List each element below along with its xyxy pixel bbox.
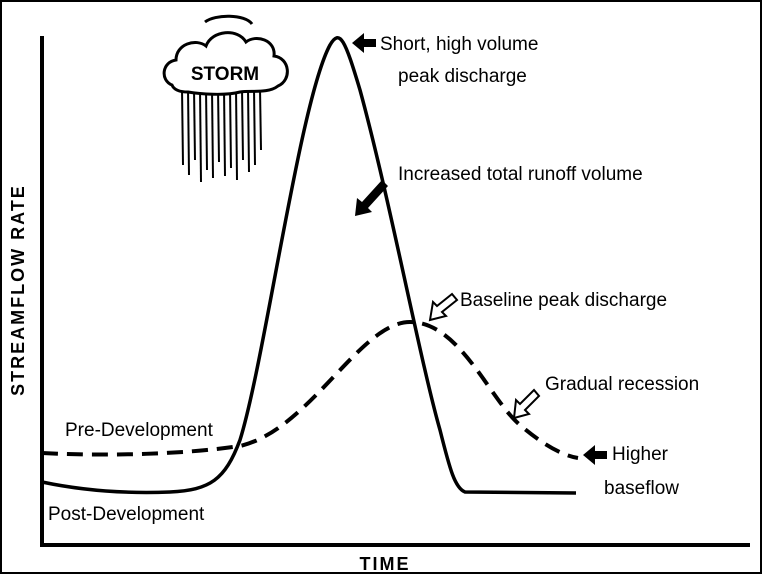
- annotation: Pre-Development: [65, 420, 214, 441]
- storm-cloud: STORM: [162, 14, 289, 183]
- storm-label: STORM: [191, 64, 259, 85]
- arrow: [428, 292, 459, 322]
- post-development-curve: [41, 36, 577, 495]
- pre-development-curve: [41, 319, 579, 460]
- annotation: Increased total runoff volume: [398, 164, 643, 185]
- annotation: baseflow: [604, 478, 679, 499]
- y-axis-label: STREAMFLOW RATE: [8, 184, 28, 396]
- annotation: Short, high volume: [380, 34, 538, 55]
- annotation: Post-Development: [48, 504, 205, 525]
- arrow: [512, 388, 541, 420]
- annotation: Higher: [612, 444, 669, 465]
- arrow: [355, 180, 388, 216]
- annotation: peak discharge: [398, 66, 527, 87]
- arrow: [583, 445, 607, 465]
- x-axis-label: TIME: [360, 554, 411, 574]
- arrow: [352, 33, 376, 53]
- annotation: Gradual recession: [545, 374, 699, 395]
- annotation: Baseline peak discharge: [460, 290, 667, 311]
